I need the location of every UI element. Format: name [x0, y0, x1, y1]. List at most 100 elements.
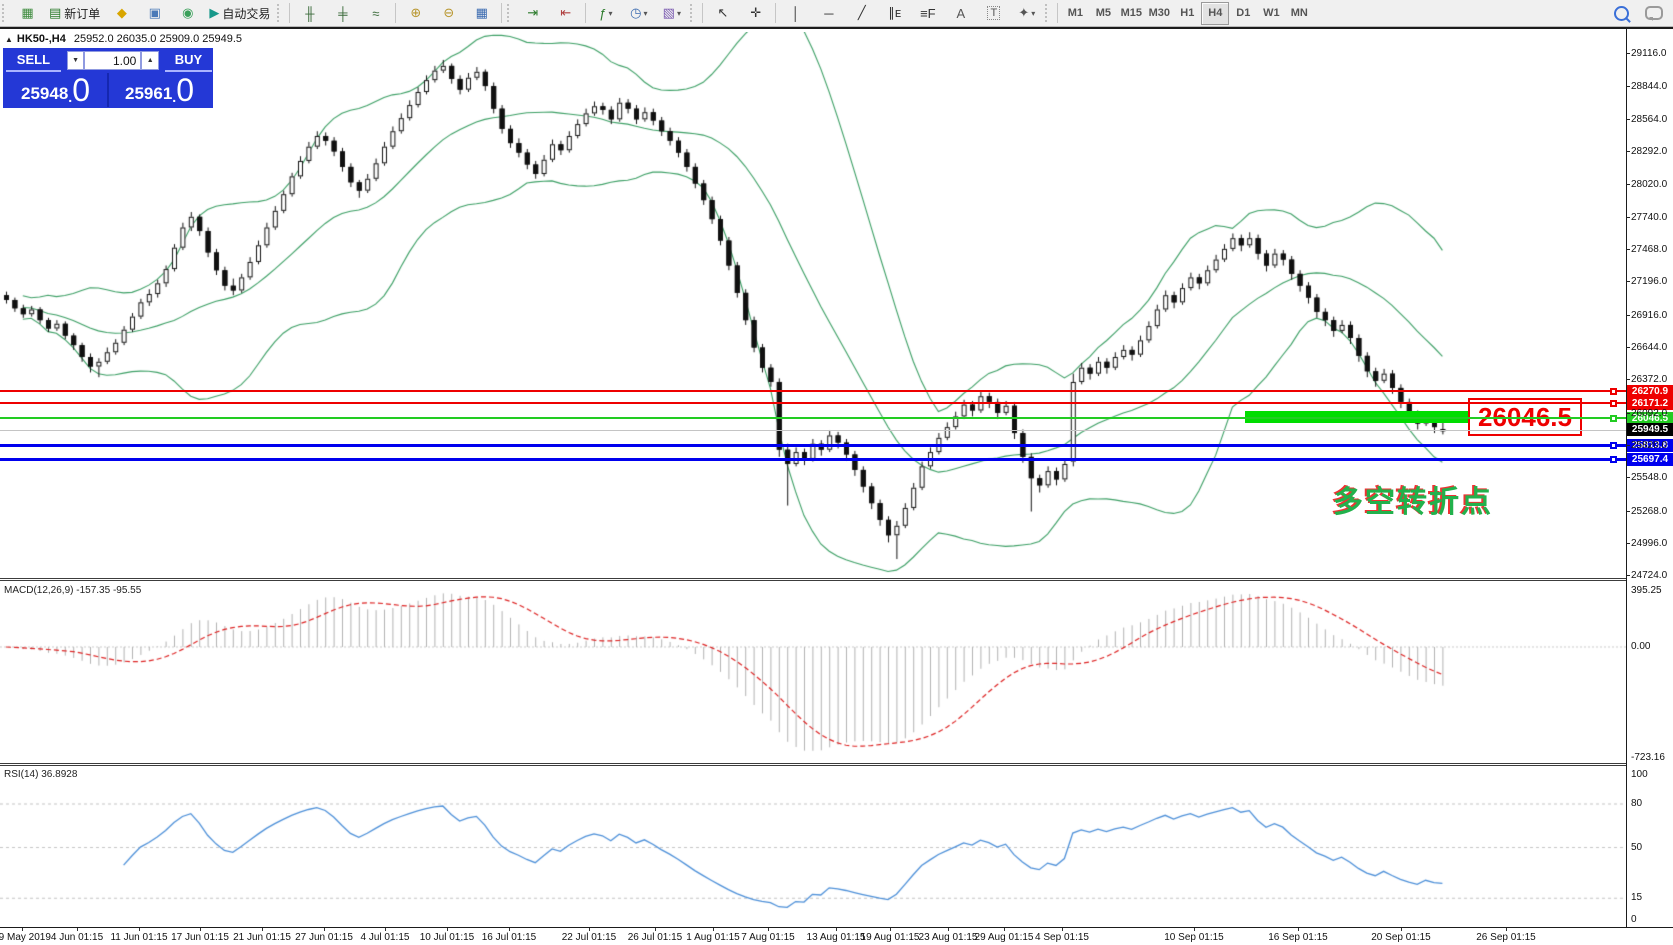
zoom-in-button[interactable]: ⊕ — [400, 1, 431, 26]
price-axis-tick — [1626, 347, 1630, 348]
toolbar-grip — [1045, 4, 1052, 22]
templates-button[interactable]: ▧ ▾ — [656, 1, 687, 26]
main-chart-canvas[interactable] — [0, 32, 1626, 579]
indicators-icon: ƒ — [599, 5, 607, 21]
price-axis-label: 28292.0 — [1631, 146, 1668, 158]
auto-scroll-button[interactable]: ⇥ — [517, 1, 548, 26]
candlestick-mode-button[interactable]: ╪ — [327, 1, 358, 26]
time-axis-border — [0, 927, 1673, 928]
price-axis-tick — [1626, 412, 1630, 414]
macd-canvas[interactable] — [0, 582, 1626, 762]
time-axis-tick — [447, 928, 448, 931]
autotrading-label: 自动交易 — [222, 6, 271, 21]
crosshair-button[interactable]: ✛ — [740, 1, 771, 26]
rsi-scale-label: 0 — [1631, 914, 1637, 925]
horizontal-level-line[interactable] — [0, 402, 1626, 405]
tf-D1-button[interactable]: D1 — [1236, 7, 1251, 19]
line-chart-mode-button[interactable]: ≈ — [360, 1, 391, 26]
time-axis-tick — [1194, 928, 1195, 931]
tf-H4-button[interactable]: H4 — [1201, 1, 1230, 25]
cursor-button[interactable]: ↖ — [707, 1, 738, 26]
tf-M30-button[interactable]: M30 — [1148, 7, 1171, 19]
equidistant-channel-icon: ∥ᴇ — [888, 5, 902, 20]
signals-button[interactable]: ◉ — [172, 1, 203, 26]
buy-button[interactable]: BUY — [165, 49, 212, 72]
price-axis-label: 27196.0 — [1631, 276, 1668, 288]
price-axis-tick — [1626, 118, 1630, 120]
sell-button[interactable]: SELL — [6, 49, 61, 72]
time-axis-label: 10 Jul 01:15 — [419, 932, 475, 943]
horizontal-level-line[interactable] — [0, 390, 1626, 393]
tf-MN-button[interactable]: MN — [1290, 7, 1308, 19]
price-axis-tick — [1626, 249, 1630, 251]
market-button[interactable]: ▣ — [139, 1, 170, 26]
horizontal-line-button[interactable]: ─ — [813, 1, 844, 26]
new-chart-button[interactable]: ▦ — [12, 1, 43, 26]
volume-increase-button[interactable]: ▲ — [141, 51, 160, 70]
indicators-button[interactable]: ƒ ▾ — [590, 1, 621, 26]
tile-windows-button[interactable]: ▦ — [466, 1, 497, 26]
search-icon[interactable] — [1614, 5, 1629, 21]
time-axis-label: 22 Jul 01:15 — [561, 932, 617, 943]
rsi-canvas[interactable] — [0, 767, 1626, 927]
time-axis-label: 27 Jun 01:15 — [295, 932, 353, 943]
text-icon: A — [956, 5, 966, 21]
collapse-panel-icon[interactable]: ▲ — [5, 34, 13, 44]
tile-windows-icon: ▦ — [475, 5, 488, 20]
zoom-out-button[interactable]: ⊖ — [433, 1, 464, 26]
tf-W1-button[interactable]: W1 — [1263, 7, 1280, 19]
autotrading-button[interactable]: ▶ 自动交易 — [205, 1, 274, 26]
price-axis-label: 25268.0 — [1631, 505, 1668, 517]
tf-H1-button[interactable]: H1 — [1180, 7, 1195, 19]
chart-shift-button[interactable]: ⇤ — [550, 1, 581, 26]
new-chart-icon: ▦ — [21, 5, 34, 20]
time-axis-tick — [890, 928, 891, 931]
horizontal-level-line[interactable] — [0, 417, 1626, 419]
volume-decrease-button[interactable]: ▼ — [66, 51, 85, 70]
buy-price[interactable]: 25961. 0 — [107, 72, 210, 107]
turning-point-annotation[interactable]: 多空转折点 — [1333, 486, 1493, 519]
metaeditor-button[interactable]: ◆ — [106, 1, 137, 26]
volume-input[interactable]: 1.00 — [84, 51, 142, 70]
chat-icon[interactable] — [1645, 6, 1663, 21]
level-line-handle — [1610, 414, 1617, 422]
time-axis-tick — [200, 928, 201, 931]
time-axis-tick — [836, 928, 837, 931]
current-price-line — [0, 429, 1626, 431]
panel-splitter-rsi[interactable] — [0, 763, 1626, 766]
time-axis-label: 29 May 2019 — [0, 932, 51, 943]
time-axis-label: 16 Sep 01:15 — [1268, 932, 1328, 943]
tf-M1-button[interactable]: M1 — [1067, 7, 1083, 19]
sell-price[interactable]: 25948. 0 — [21, 71, 90, 108]
fibonacci-button[interactable]: ≡F — [912, 1, 943, 26]
trendline-button[interactable]: ╱ — [846, 1, 877, 26]
time-axis-tick — [1401, 928, 1402, 931]
tf-M5-button[interactable]: M5 — [1095, 7, 1111, 19]
vertical-line-button[interactable]: │ — [780, 1, 811, 26]
horizontal-level-line[interactable] — [0, 444, 1626, 448]
vertical-line-icon: │ — [791, 5, 800, 21]
time-axis-label: 26 Jul 01:15 — [627, 932, 683, 943]
price-axis-tick — [1626, 445, 1630, 446]
text-button[interactable]: A — [945, 1, 976, 26]
equidistant-channel-button[interactable]: ∥ᴇ — [879, 1, 910, 26]
panel-splitter-macd[interactable] — [0, 578, 1626, 581]
toolbar-separator — [1057, 3, 1059, 23]
tf-M15-button[interactable]: M15 — [1120, 7, 1143, 19]
toolbar-grip — [2, 4, 9, 22]
time-axis-tick — [385, 928, 386, 931]
one-click-trading-panel: SELL ▼ 1.00 ▲ BUY 25948. 0 25961. 0 — [3, 48, 213, 108]
time-axis-tick — [324, 928, 325, 931]
price-axis-label: 28844.0 — [1631, 80, 1668, 92]
bar-chart-mode-button[interactable]: ╫ — [294, 1, 325, 26]
rsi-scale-label: 100 — [1631, 769, 1648, 780]
new-order-button[interactable]: ▤ 新订单 — [45, 1, 104, 26]
market-icon: ▣ — [148, 5, 161, 20]
periods-button[interactable]: ◷ ▾ — [623, 1, 654, 26]
text-label-button[interactable]: T — [978, 1, 1009, 26]
zoom-in-icon: ⊕ — [410, 5, 422, 20]
horizontal-level-line[interactable] — [0, 458, 1626, 461]
arrows-button[interactable]: ✦ ▾ — [1011, 1, 1042, 26]
price-axis-tick — [1626, 477, 1630, 479]
